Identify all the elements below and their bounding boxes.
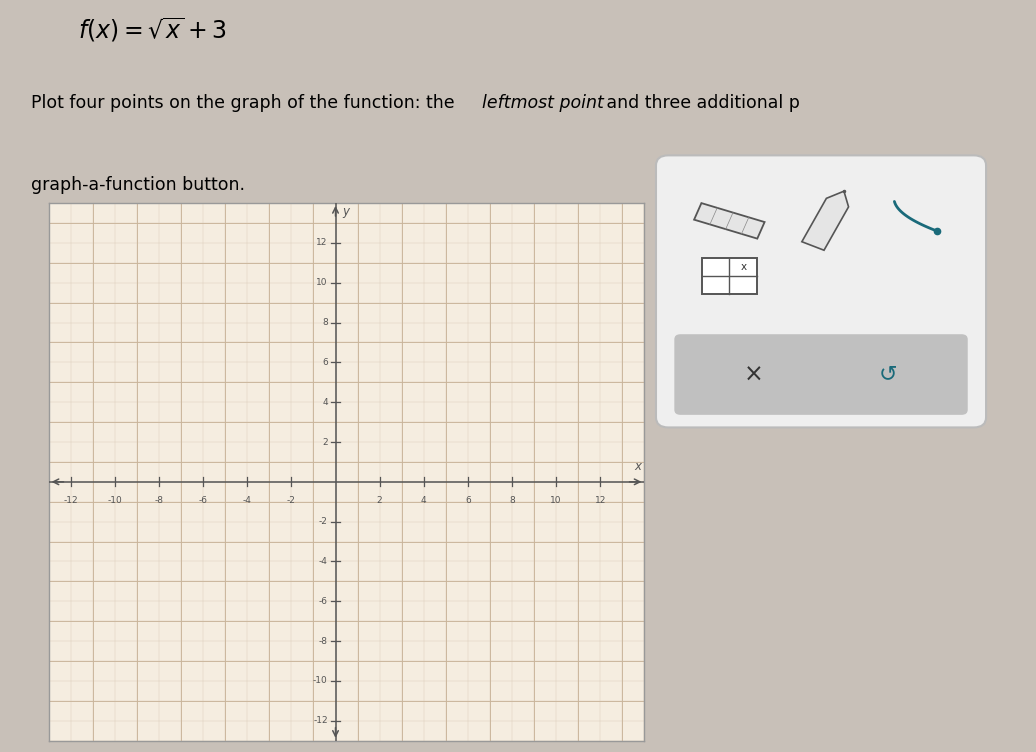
Text: 10: 10 [316, 278, 327, 287]
Text: $f(x)=\sqrt{x}+3$: $f(x)=\sqrt{x}+3$ [78, 16, 227, 44]
Text: -10: -10 [313, 677, 327, 686]
Text: -2: -2 [287, 496, 296, 505]
Text: -4: -4 [242, 496, 252, 505]
Text: -6: -6 [319, 597, 327, 606]
Text: -8: -8 [319, 637, 327, 646]
Text: -12: -12 [313, 717, 327, 726]
FancyBboxPatch shape [656, 156, 986, 427]
Text: 8: 8 [509, 496, 515, 505]
Text: 8: 8 [322, 318, 327, 327]
Text: -8: -8 [154, 496, 164, 505]
Text: 12: 12 [595, 496, 606, 505]
Text: 10: 10 [550, 496, 562, 505]
Text: 4: 4 [322, 398, 327, 407]
Polygon shape [694, 203, 765, 238]
Text: -10: -10 [108, 496, 122, 505]
Text: 2: 2 [377, 496, 382, 505]
FancyBboxPatch shape [674, 334, 968, 415]
Text: x: x [634, 460, 641, 474]
Text: -4: -4 [319, 557, 327, 566]
Text: 2: 2 [322, 438, 327, 447]
Text: 4: 4 [421, 496, 427, 505]
Text: 12: 12 [316, 238, 327, 247]
Text: -6: -6 [199, 496, 207, 505]
Text: graph-a-function button.: graph-a-function button. [31, 176, 246, 194]
Text: 6: 6 [465, 496, 470, 505]
Text: 6: 6 [322, 358, 327, 367]
Polygon shape [802, 191, 848, 250]
Text: and three additional p: and three additional p [601, 94, 800, 112]
Text: -2: -2 [319, 517, 327, 526]
Bar [701, 258, 757, 295]
Text: ↺: ↺ [879, 365, 897, 384]
Text: ×: × [744, 362, 764, 387]
Text: y: y [342, 205, 349, 217]
Text: Plot four points on the graph of the function: the: Plot four points on the graph of the fun… [31, 94, 460, 112]
Text: leftmost point: leftmost point [482, 94, 604, 112]
Text: -12: -12 [63, 496, 78, 505]
Text: x: x [741, 262, 747, 271]
